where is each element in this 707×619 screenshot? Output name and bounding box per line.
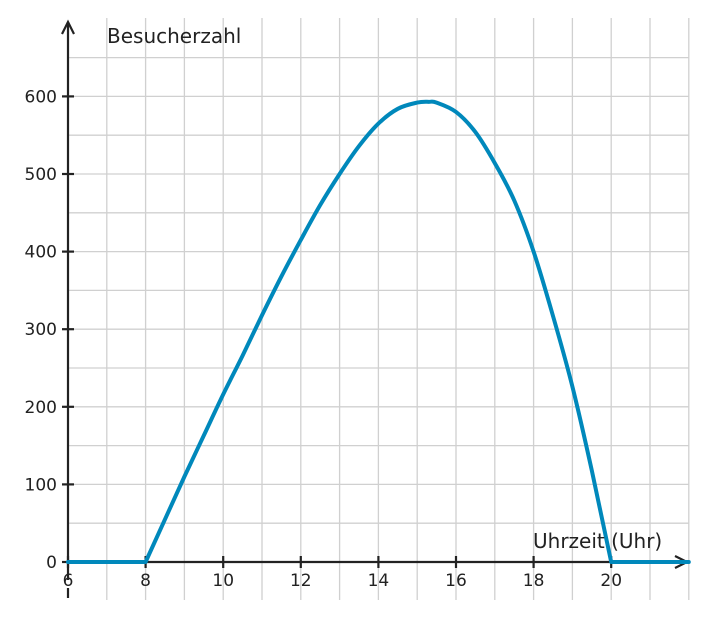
x-tick-label: 16 <box>445 571 467 591</box>
x-tick-label: 12 <box>290 571 312 591</box>
axes <box>61 19 690 598</box>
series <box>66 99 691 564</box>
y-tick-label: 0 <box>46 553 57 573</box>
y-tick-label: 200 <box>25 398 57 418</box>
y-tick-label: 300 <box>25 320 57 340</box>
grid <box>68 18 690 600</box>
x-tick-label: 20 <box>600 571 622 591</box>
x-tick-label: 8 <box>140 571 151 591</box>
x-tick-label: 18 <box>523 571 545 591</box>
x-tick-label: 6 <box>63 571 74 591</box>
y-tick-label: 600 <box>25 87 57 107</box>
y-axis-arrow-icon <box>61 19 75 35</box>
y-tick-label: 500 <box>25 165 57 185</box>
y-axis-title: Besucherzahl <box>107 24 241 48</box>
series-line <box>66 99 691 564</box>
y-tick-label: 400 <box>25 243 57 263</box>
y-tick-label: 100 <box>25 475 57 495</box>
x-axis-title: Uhrzeit (Uhr) <box>533 529 662 553</box>
x-tick-label: 14 <box>368 571 390 591</box>
x-tick-label: 10 <box>212 571 234 591</box>
